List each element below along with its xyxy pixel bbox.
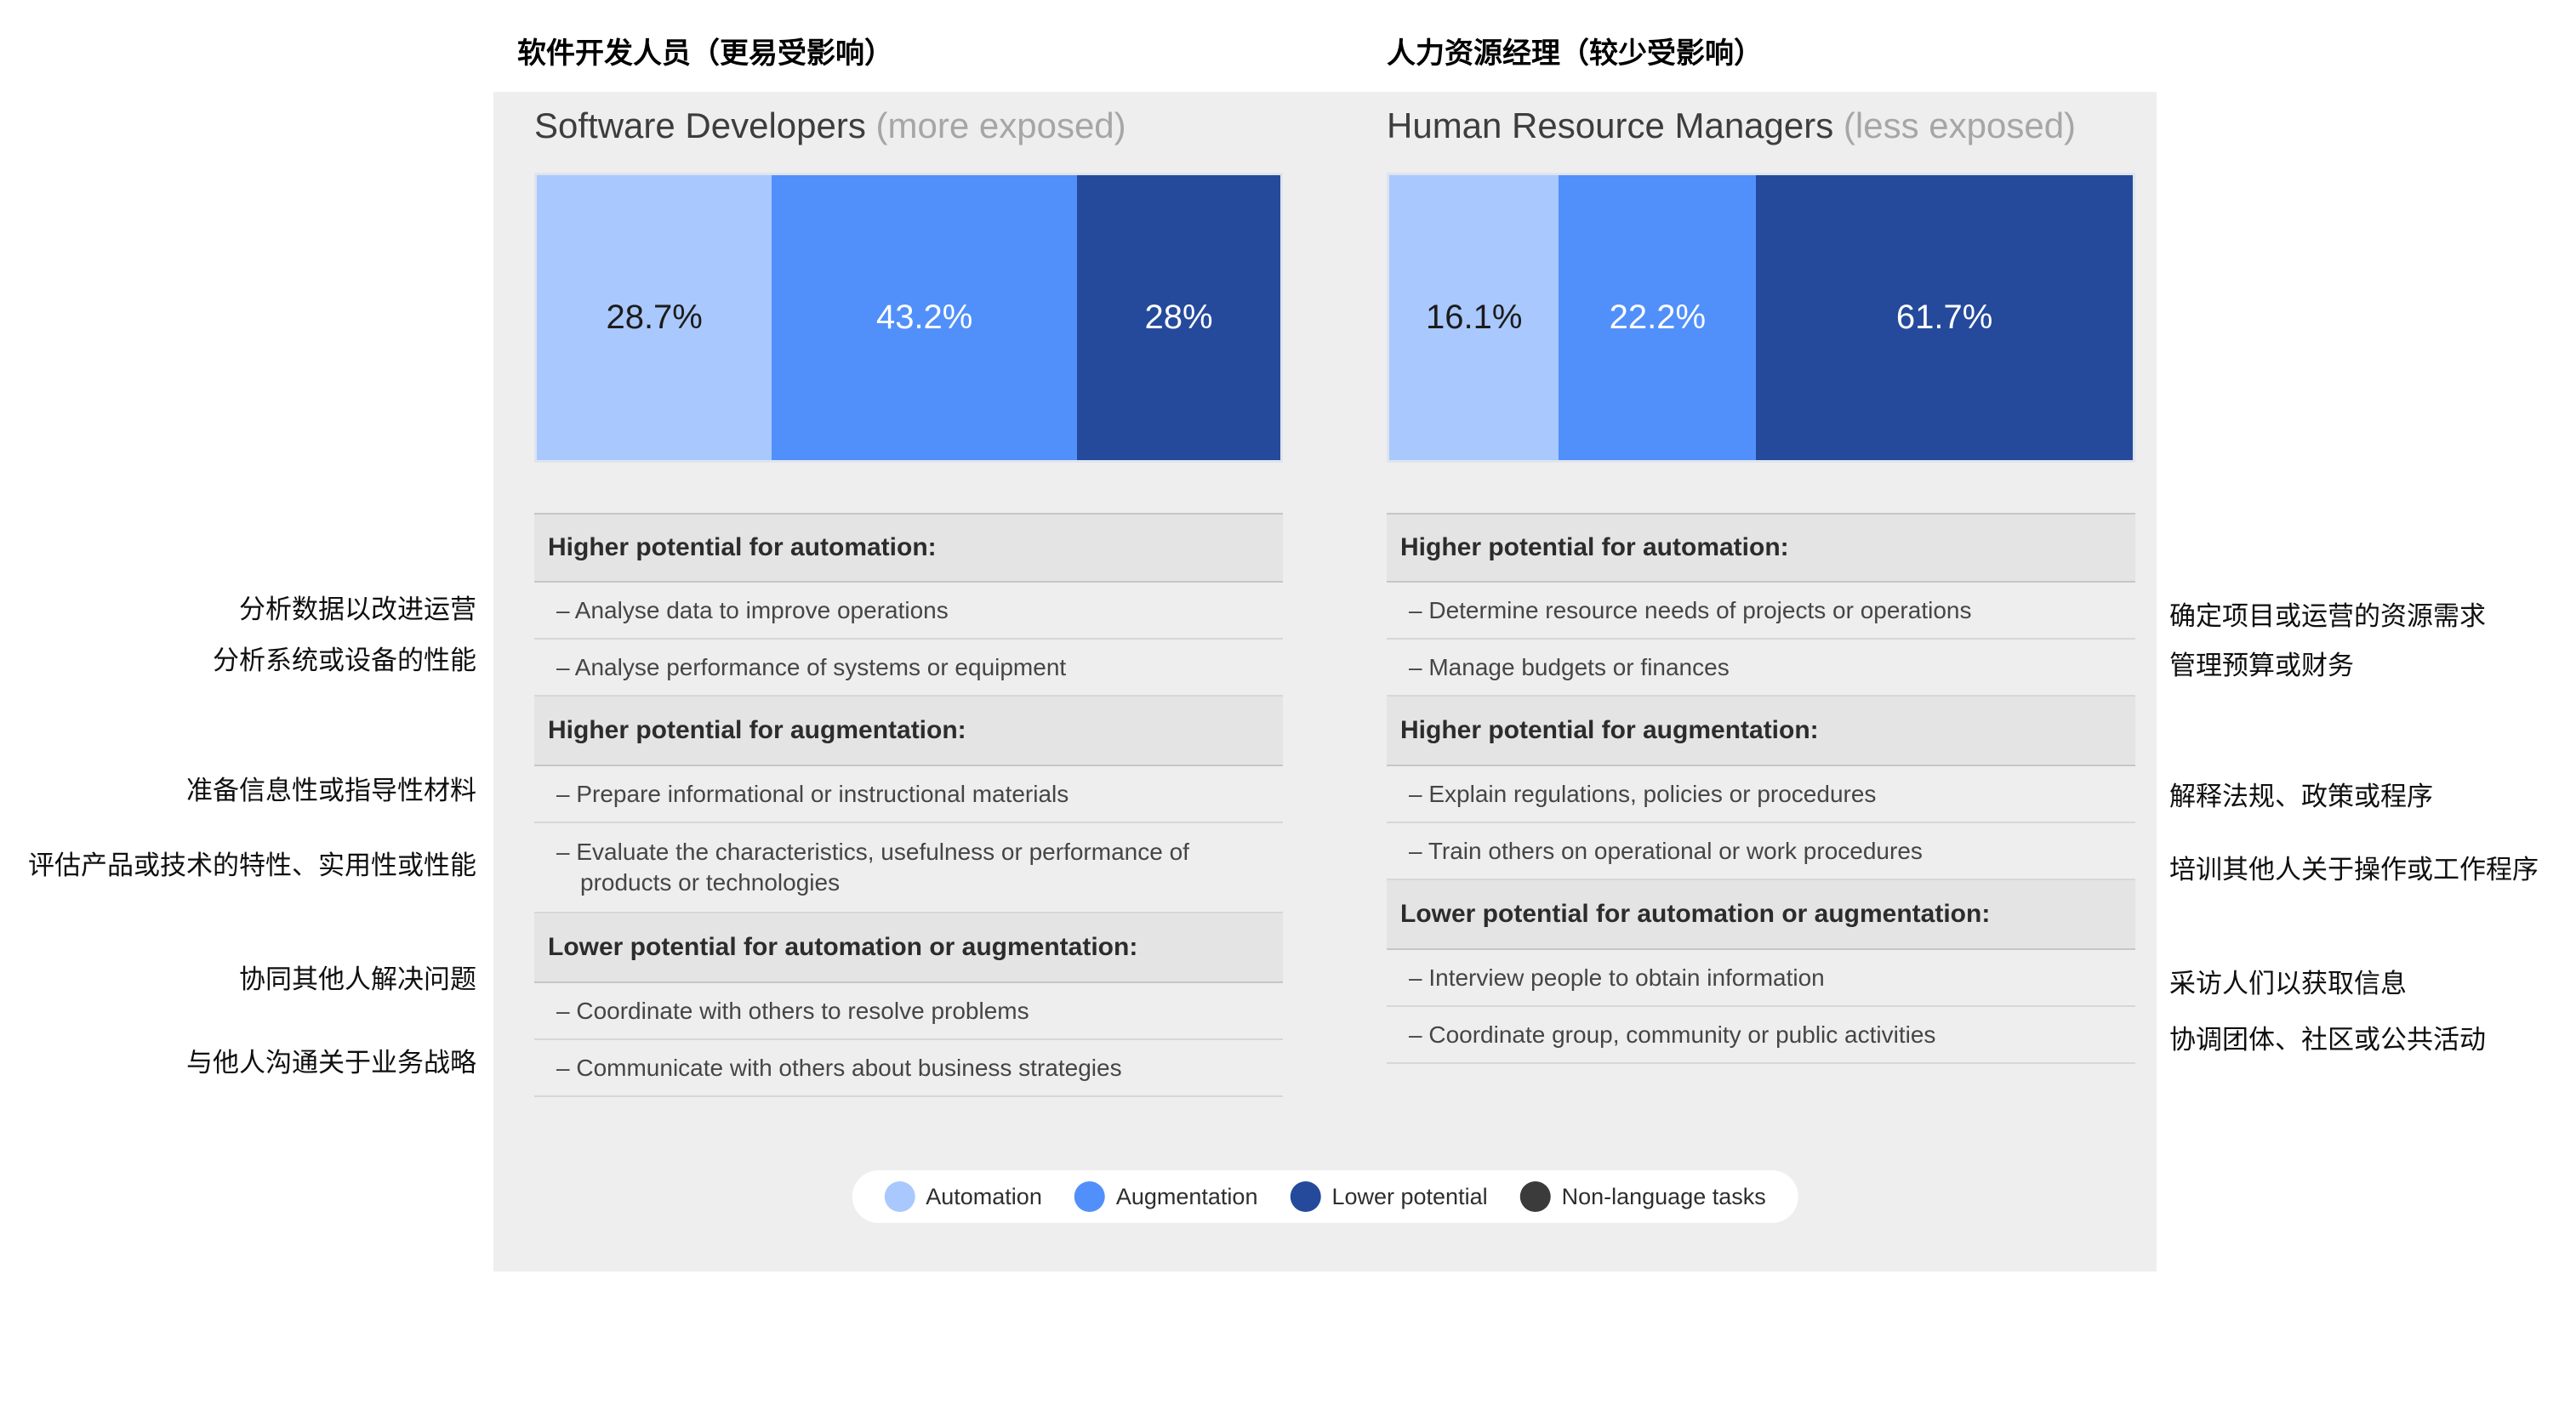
bar-segment-automation: 28.7% (537, 175, 772, 460)
bar-segment-label: 28.7% (606, 299, 703, 336)
zh-header-hr-managers: 人力资源经理（较少受影响） (1387, 37, 1763, 70)
zh-annotation-left: 与他人沟通关于业务战略 (186, 1048, 476, 1078)
stacked-bar-software-developers: 28.7% 43.2% 28% (534, 173, 1283, 463)
section-header-augmentation: Higher potential for augmentation: (534, 697, 1283, 766)
column-title-text: Human Resource Managers (1387, 105, 1834, 145)
task-text: – Train others on operational or work pr… (1409, 837, 1923, 864)
legend-item-automation: Automation (884, 1181, 1042, 1212)
legend-label: Non-language tasks (1561, 1183, 1766, 1209)
task-text: – Prepare informational or instructional… (556, 780, 1069, 807)
task-text: – Determine resource needs of projects o… (1409, 596, 1972, 623)
legend-item-non-language-tasks: Non-language tasks (1519, 1181, 1766, 1212)
zh-annotation-left: 评估产品或技术的特性、实用性或性能 (28, 850, 476, 880)
legend-item-augmentation: Augmentation (1074, 1181, 1258, 1212)
zh-annotation-right: 确定项目或运营的资源需求 (2169, 601, 2486, 631)
bar-segment-label: 16.1% (1425, 299, 1523, 336)
task-row: – Determine resource needs of projects o… (1387, 583, 2135, 640)
zh-annotation-right: 采访人们以获取信息 (2169, 969, 2407, 998)
bar-segment-augmentation: 22.2% (1559, 175, 1757, 460)
bar-segment-label: 22.2% (1609, 299, 1707, 336)
task-row: – Analyse performance of systems or equi… (534, 640, 1283, 697)
task-text: – Communicate with others about business… (556, 1054, 1122, 1081)
task-text: – Analyse performance of systems or equi… (556, 653, 1067, 680)
section-header-augmentation: Higher potential for augmentation: (1387, 697, 2135, 766)
figure-panel: Software Developers (more exposed) Human… (493, 92, 2157, 1271)
section-header-automation: Higher potential for automation: (1387, 513, 2135, 583)
task-row: – Coordinate group, community or public … (1387, 1007, 2135, 1064)
section-header-lower-potential: Lower potential for automation or augmen… (1387, 880, 2135, 950)
column-title-suffix-text: (more exposed) (875, 105, 1126, 145)
task-row: – Analyse data to improve operations (534, 583, 1283, 640)
bar-segment-lower-potential: 61.7% (1756, 175, 2133, 460)
section-header-automation: Higher potential for automation: (534, 513, 1283, 583)
task-row: – Interview people to obtain information (1387, 950, 2135, 1007)
task-text: – Explain regulations, policies or proce… (1409, 780, 1877, 807)
legend-item-lower-potential: Lower potential (1290, 1181, 1488, 1212)
legend-label: Automation (926, 1183, 1042, 1209)
zh-annotation-left: 分析数据以改进运营 (239, 594, 476, 624)
task-text: – Interview people to obtain information (1409, 964, 1825, 991)
zh-annotation-right: 培训其他人关于操作或工作程序 (2169, 855, 2539, 884)
task-text: – Evaluate the characteristics, usefulne… (556, 839, 1189, 896)
zh-annotation-right: 管理预算或财务 (2169, 651, 2354, 680)
task-row: – Evaluate the characteristics, usefulne… (534, 823, 1283, 913)
bar-segment-automation: 16.1% (1389, 175, 1559, 460)
zh-annotation-left: 准备信息性或指导性材料 (186, 776, 476, 805)
zh-annotation-right: 协调团体、社区或公共活动 (2169, 1025, 2486, 1055)
legend-dot-lower-potential-icon (1290, 1181, 1321, 1212)
legend-label: Lower potential (1331, 1183, 1488, 1209)
task-row: – Prepare informational or instructional… (534, 766, 1283, 823)
legend: Automation Augmentation Lower potential … (852, 1170, 1798, 1223)
column-title-software-developers: Software Developers (more exposed) (534, 104, 1126, 148)
zh-header-software-developers: 软件开发人员（更易受影响） (517, 37, 893, 70)
column-title-suffix-text: (less exposed) (1843, 105, 2077, 145)
zh-annotation-left: 分析系统或设备的性能 (213, 646, 476, 675)
stacked-bar-hr-managers: 16.1% 22.2% 61.7% (1387, 173, 2135, 463)
zh-annotation-left: 协同其他人解决问题 (239, 964, 476, 994)
legend-label: Augmentation (1115, 1183, 1258, 1209)
task-list-software-developers: Higher potential for automation: – Analy… (534, 513, 1283, 1097)
task-text: – Analyse data to improve operations (556, 596, 949, 623)
task-row: – Manage budgets or finances (1387, 640, 2135, 697)
legend-dot-augmentation-icon (1074, 1181, 1105, 1212)
legend-dot-non-language-icon (1519, 1181, 1551, 1212)
task-row: – Explain regulations, policies or proce… (1387, 766, 2135, 823)
bar-segment-lower-potential: 28% (1077, 175, 1280, 460)
section-header-lower-potential: Lower potential for automation or augmen… (534, 913, 1283, 983)
column-title-text: Software Developers (534, 105, 866, 145)
task-text: – Coordinate with others to resolve prob… (556, 997, 1029, 1024)
task-row: – Coordinate with others to resolve prob… (534, 983, 1283, 1040)
bar-segment-label: 61.7% (1895, 299, 1993, 336)
column-title-hr-managers: Human Resource Managers (less exposed) (1387, 104, 2076, 148)
zh-annotation-right: 解释法规、政策或程序 (2169, 782, 2433, 811)
bar-segment-label: 28% (1144, 299, 1213, 336)
task-text: – Manage budgets or finances (1409, 653, 1730, 680)
task-row: – Train others on operational or work pr… (1387, 823, 2135, 880)
bar-segment-label: 43.2% (875, 299, 973, 336)
task-row: – Communicate with others about business… (534, 1040, 1283, 1097)
task-text: – Coordinate group, community or public … (1409, 1021, 1936, 1048)
bar-segment-augmentation: 43.2% (772, 175, 1077, 460)
legend-dot-automation-icon (884, 1181, 915, 1212)
task-list-hr-managers: Higher potential for automation: – Deter… (1387, 513, 2135, 1064)
